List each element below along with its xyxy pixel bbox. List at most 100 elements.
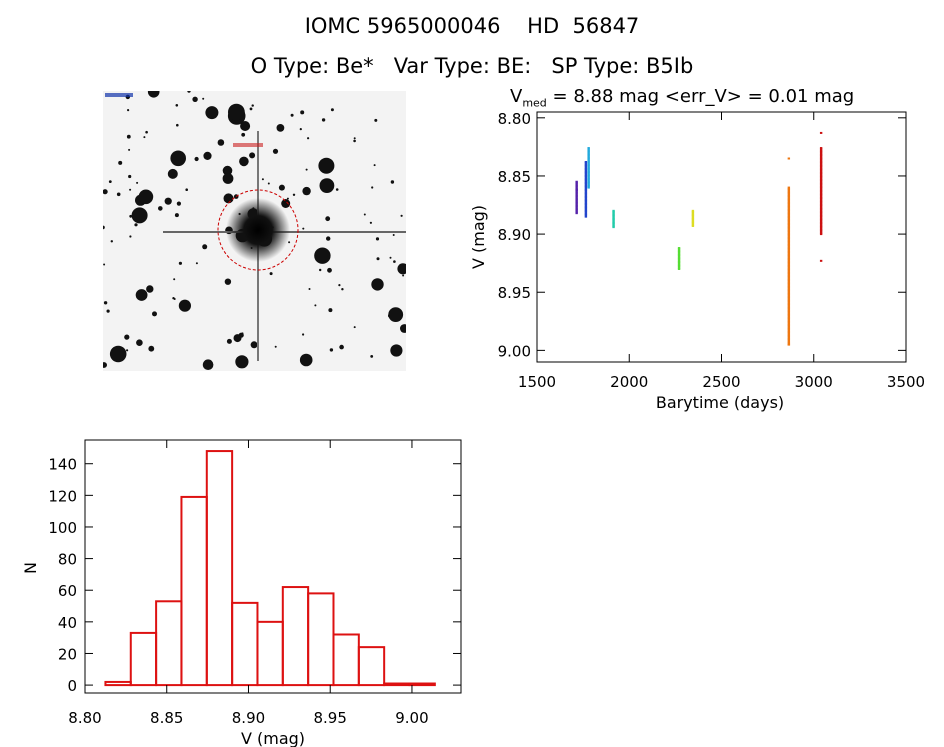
field-star [224, 278, 232, 285]
lc-point [584, 168, 588, 171]
lc-point [819, 177, 823, 180]
lc-point [587, 178, 590, 181]
lc-point [584, 179, 588, 182]
lc-point [819, 192, 823, 195]
field-star [108, 180, 112, 183]
lc-point [787, 213, 791, 216]
lc-point [819, 195, 823, 198]
field-star [290, 113, 294, 117]
lc-point [787, 200, 791, 203]
field-star [103, 263, 106, 266]
field-star [376, 257, 380, 261]
lc-point [787, 323, 791, 326]
field-star [371, 278, 384, 291]
lc-point [787, 260, 791, 263]
lc-point [587, 175, 590, 178]
lc-point [677, 258, 681, 261]
hist-xtick-label: 8.95 [314, 709, 347, 727]
field-star [167, 168, 178, 179]
field-star [174, 213, 179, 218]
lc-point [787, 336, 791, 339]
hist-ytick-label: 80 [58, 551, 77, 569]
field-star [176, 123, 179, 127]
lc-point [787, 265, 791, 268]
lc-point [787, 330, 791, 333]
target-star [226, 198, 290, 262]
field-star [369, 221, 372, 224]
lc-point [819, 215, 823, 218]
lc-point [787, 300, 791, 303]
lc-point [612, 219, 615, 222]
lc-point [584, 214, 588, 217]
hist-bar [383, 682, 411, 687]
field-star [148, 345, 155, 352]
lc-point [587, 168, 590, 171]
lc-point [787, 269, 791, 272]
v-symbol: V [510, 86, 523, 107]
lc-point [612, 223, 615, 226]
lc-point [787, 266, 791, 269]
target-circle [217, 189, 299, 271]
hist-xlabel: V (mag) [241, 729, 305, 747]
field-star [164, 197, 172, 205]
lc-point [691, 220, 695, 223]
field-star [318, 157, 335, 174]
hist-ytick-label: 20 [58, 645, 77, 663]
lc-point [787, 329, 791, 332]
field-star [241, 132, 246, 137]
field-star [274, 345, 277, 348]
field-star [300, 110, 305, 115]
lc-point [819, 166, 823, 169]
lc-point [587, 180, 590, 183]
lc-point [584, 201, 588, 204]
lc-point [587, 173, 590, 176]
field-star [390, 344, 403, 357]
lc-point [787, 218, 791, 221]
lc-point [819, 190, 823, 193]
lc-point [787, 281, 791, 284]
lc-point [584, 187, 588, 190]
lc-point [575, 180, 578, 183]
lc-point [787, 201, 791, 204]
lc-point [787, 210, 791, 213]
field-star [226, 338, 232, 344]
label-red [233, 143, 263, 147]
lc-point [587, 179, 590, 182]
lc-point [787, 318, 791, 321]
lc-point [612, 213, 615, 216]
field-star [138, 189, 154, 205]
lc-point [787, 262, 791, 265]
lc-point [787, 216, 791, 219]
lc-point [787, 225, 791, 228]
lc-point [787, 301, 791, 304]
field-star [299, 353, 313, 367]
lc-point [819, 226, 823, 229]
lc-point [819, 181, 823, 184]
lc-point [787, 286, 791, 289]
lc-point [819, 187, 823, 190]
lc-point [787, 228, 791, 231]
field-star [251, 104, 254, 107]
lc-point [575, 190, 578, 193]
lc-point [819, 178, 823, 181]
lc-point [787, 193, 791, 196]
hist-bar [129, 631, 158, 687]
lc-point [787, 234, 791, 237]
lc-point [787, 308, 791, 311]
lc-point [584, 180, 588, 183]
lc-ticks: 1500 2000 2500 3000 3500 8.80 8.85 8.90 8.95 9.00 [498, 110, 926, 391]
lc-point [787, 263, 791, 266]
lc-point [584, 215, 588, 218]
lc-point [819, 209, 823, 212]
lc-point [787, 223, 791, 226]
lc-point [819, 197, 823, 200]
lc-point [819, 173, 823, 176]
lc-xtick-label: 3500 [887, 373, 925, 391]
lc-point [677, 262, 681, 265]
field-star [136, 181, 139, 184]
stars-layer [103, 91, 406, 371]
lc-point [575, 197, 578, 200]
lc-point [819, 228, 823, 231]
title-line-2: O Type: Be* Var Type: BE: SP Type: B5Ib [250, 54, 694, 78]
hist-ylabel: N [21, 562, 40, 574]
